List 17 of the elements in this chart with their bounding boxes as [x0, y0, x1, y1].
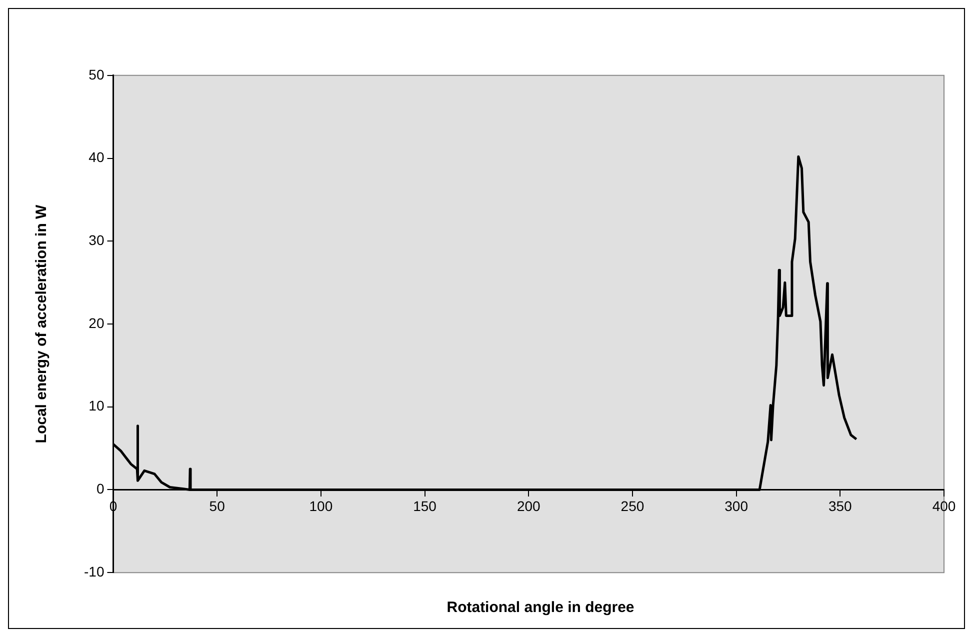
x-tick-label: 200 — [516, 498, 541, 514]
x-tick-label: 350 — [828, 498, 852, 514]
x-tick-label: 300 — [724, 498, 748, 514]
y-tick-label: 30 — [88, 232, 104, 248]
x-axis-title: Rotational angle in degree — [446, 599, 636, 616]
y-tick-label: 40 — [88, 149, 104, 166]
y-tick-label: 10 — [88, 398, 104, 414]
x-tick-label: 150 — [413, 498, 437, 514]
y-axis-title: Local energy of acceleration in W — [33, 204, 50, 444]
y-tick-label: 0 — [96, 480, 104, 497]
x-tick-label: 400 — [932, 498, 956, 514]
x-tick-label: 50 — [209, 498, 226, 514]
y-tick-label: 20 — [88, 314, 104, 331]
x-tick-label: 250 — [620, 498, 644, 514]
y-tick-label: 50 — [88, 66, 104, 82]
y-tick-label: -10 — [84, 563, 104, 580]
x-tick-label: 100 — [309, 498, 333, 514]
